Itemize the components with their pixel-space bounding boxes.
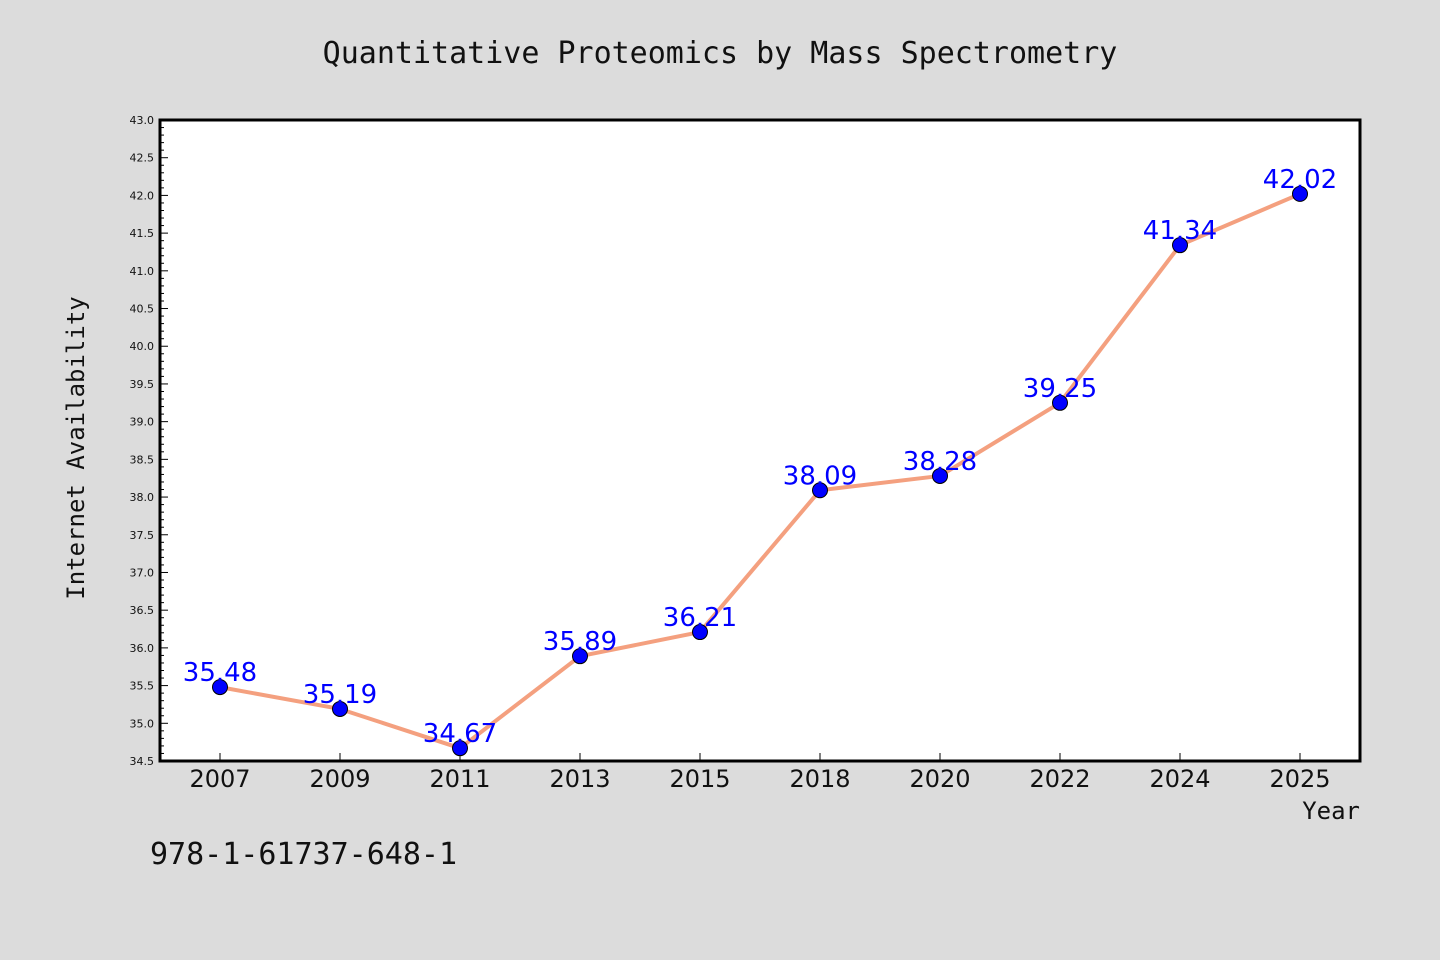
data-labels: 35.48 35.19 34.67 35.89 36.21 38.09 38.28 39.25… bbox=[183, 165, 1337, 749]
chart-title: Quantitative Proteomics by Mass Spectrom… bbox=[323, 36, 1118, 71]
data-label: 38.28 bbox=[903, 447, 977, 477]
x-tick-label: 2013 bbox=[549, 765, 610, 793]
y-tick-label: 37.5 bbox=[130, 529, 155, 542]
series-path bbox=[218, 191, 1302, 751]
x-tick-label: 2009 bbox=[309, 765, 370, 793]
data-point bbox=[572, 648, 588, 665]
y-axis: 34.5 35.0 35.5 36.0 36.5 37.0 37.5 38.0 38.5 39.0… bbox=[130, 114, 168, 768]
data-label: 36.21 bbox=[663, 603, 737, 633]
data-label: 34.67 bbox=[423, 719, 497, 749]
data-point bbox=[452, 740, 468, 757]
x-tick-label: 2024 bbox=[1149, 765, 1210, 793]
x-tick-label: 2015 bbox=[669, 765, 730, 793]
data-label: 38.09 bbox=[783, 461, 857, 491]
x-tick-label: 2020 bbox=[909, 765, 970, 793]
data-point bbox=[1292, 185, 1308, 202]
plot-area bbox=[158, 118, 1362, 763]
data-point bbox=[332, 700, 348, 717]
y-tick-label: 37.0 bbox=[130, 566, 155, 579]
x-tick-label: 2018 bbox=[789, 765, 850, 793]
y-tick-label: 38.0 bbox=[130, 491, 155, 504]
data-point bbox=[812, 482, 828, 499]
y-tick-label: 36.0 bbox=[130, 642, 155, 655]
data-point bbox=[1172, 237, 1188, 254]
data-point bbox=[1052, 394, 1068, 411]
y-tick-label: 40.0 bbox=[130, 340, 155, 353]
y-tick-label: 36.5 bbox=[130, 604, 155, 617]
data-label: 39.25 bbox=[1023, 374, 1097, 404]
data-point bbox=[212, 679, 228, 696]
x-tick-label: 2007 bbox=[189, 765, 250, 793]
data-label: 42.02 bbox=[1263, 165, 1337, 195]
y-tick-label: 39.0 bbox=[130, 416, 155, 429]
data-label: 35.48 bbox=[183, 658, 257, 688]
y-tick-label: 35.5 bbox=[130, 680, 155, 693]
x-tick-label: 2022 bbox=[1029, 765, 1090, 793]
data-label: 35.19 bbox=[303, 680, 377, 710]
x-tick-label: 2025 bbox=[1269, 765, 1330, 793]
series-line bbox=[212, 185, 1308, 757]
data-point bbox=[932, 467, 948, 484]
x-tick-label: 2011 bbox=[429, 765, 490, 793]
data-label: 35.89 bbox=[543, 627, 617, 657]
y-axis-label: Internet Availability bbox=[62, 296, 90, 599]
y-tick-label: 41.0 bbox=[130, 265, 155, 278]
y-tick-label: 38.5 bbox=[130, 453, 155, 466]
x-axis: 2007 2009 2011 2013 2015 2018 2020 2022 2024 2025 bbox=[189, 753, 1331, 793]
y-tick-label: 42.5 bbox=[130, 152, 155, 165]
y-tick-label: 35.0 bbox=[130, 717, 155, 730]
y-tick-label: 39.5 bbox=[130, 378, 155, 391]
data-label: 41.34 bbox=[1143, 216, 1217, 246]
isbn-note: 978-1-61737-648-1 bbox=[150, 837, 457, 872]
y-tick-label: 40.5 bbox=[130, 303, 155, 316]
y-tick-label: 34.5 bbox=[130, 755, 155, 768]
data-point bbox=[692, 624, 708, 641]
x-axis-label: Year bbox=[1302, 797, 1360, 825]
y-tick-label: 43.0 bbox=[130, 114, 155, 127]
y-tick-label: 41.5 bbox=[130, 227, 155, 240]
y-tick-label: 42.0 bbox=[130, 189, 155, 202]
